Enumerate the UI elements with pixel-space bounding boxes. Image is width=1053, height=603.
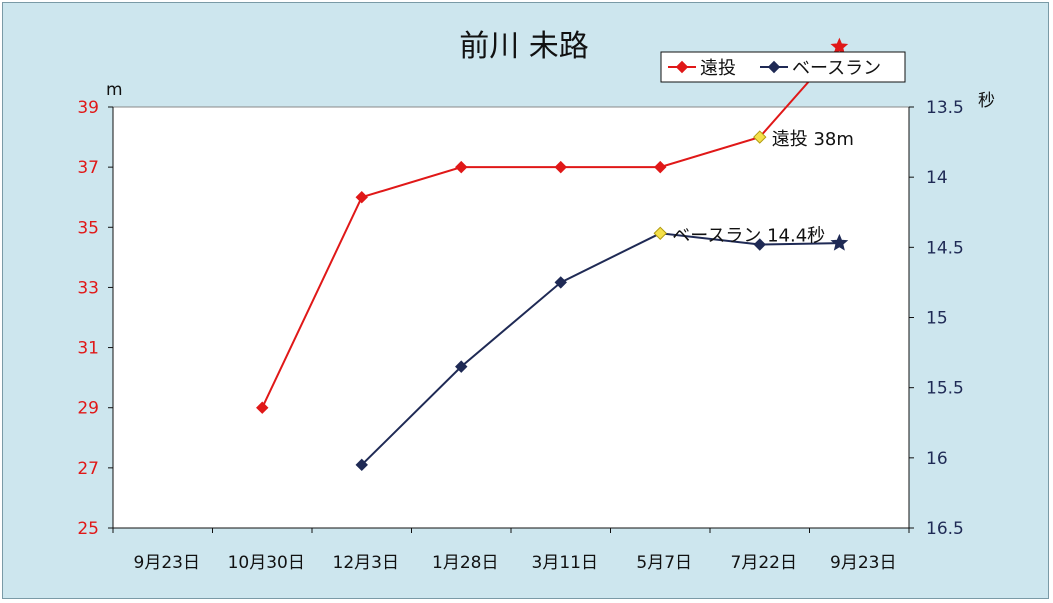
series-1-star-marker xyxy=(830,233,849,251)
series-0-point-marker xyxy=(554,160,567,174)
x-tick-label: 9月23日 xyxy=(830,553,896,573)
x-tick-label: 3月11日 xyxy=(532,553,598,573)
left-tick-label: 27 xyxy=(77,459,99,479)
x-tick-label: 10月30日 xyxy=(228,553,305,573)
series-1-point-marker xyxy=(455,360,468,373)
legend-marker-1 xyxy=(767,60,781,74)
right-tick-label: 13.5 xyxy=(926,98,964,118)
left-tick-label: 31 xyxy=(77,339,99,359)
series-0-star-marker xyxy=(830,37,849,55)
right-tick-label: 14.5 xyxy=(926,238,964,258)
right-tick-label: 15 xyxy=(926,309,948,329)
legend: 遠投 ベースラン xyxy=(660,51,906,83)
axes: 25 27 29 31 33 35 37 39 13.5 14 14.5 15 15.5 16 16.5 9月… xyxy=(77,98,964,573)
left-tick-label: 39 xyxy=(77,98,99,118)
left-tick-label: 29 xyxy=(77,399,99,419)
left-tick-label: 37 xyxy=(77,158,99,178)
right-axis-unit: 秒 xyxy=(978,91,995,111)
series-0-point-marker xyxy=(355,191,368,204)
series-1-point-marker xyxy=(753,238,766,251)
x-tick-label: 7月22日 xyxy=(731,553,797,573)
legend-marker-0 xyxy=(675,60,689,74)
series-0-point-marker xyxy=(455,160,468,174)
chart-title: 前川 未路 xyxy=(459,29,589,64)
legend-label-0: 遠投 xyxy=(700,58,736,79)
x-tick-label: 5月7日 xyxy=(636,553,692,573)
series-1-point-marker xyxy=(355,458,368,472)
series-1-highlight-marker xyxy=(653,226,667,241)
annotation-label: ベースラン 14.4秒 xyxy=(672,225,825,246)
right-tick-label: 16.5 xyxy=(926,519,964,539)
left-tick-label: 25 xyxy=(77,519,99,539)
series-layer xyxy=(256,37,849,472)
left-tick-label: 33 xyxy=(77,278,99,298)
right-tick-label: 15.5 xyxy=(926,379,964,399)
series-0-highlight-marker xyxy=(753,130,767,144)
x-tick-label: 12月3日 xyxy=(333,553,399,573)
legend-label-1: ベースラン xyxy=(792,58,881,79)
series-0-point-marker xyxy=(654,160,667,174)
x-tick-label: 1月28日 xyxy=(432,553,498,573)
x-tick-label: 9月23日 xyxy=(134,553,200,573)
plot-area xyxy=(112,106,910,529)
annotation-layer: 遠投 38m ベースラン 14.4秒 xyxy=(672,129,854,246)
left-axis-unit: m xyxy=(106,80,123,100)
annotation-label: 遠投 38m xyxy=(772,129,854,150)
right-tick-label: 14 xyxy=(926,168,948,188)
series-line-1 xyxy=(361,232,840,466)
left-tick-label: 35 xyxy=(77,218,99,238)
series-1-point-marker xyxy=(554,276,567,289)
series-0-point-marker xyxy=(256,401,269,414)
right-tick-label: 16 xyxy=(926,449,948,469)
